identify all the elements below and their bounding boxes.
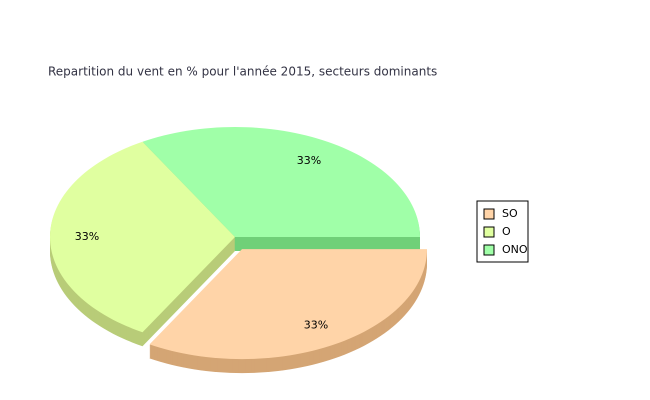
legend-swatch <box>483 244 495 256</box>
legend-swatch <box>483 226 495 238</box>
legend-swatch <box>483 208 495 220</box>
value-label: 33% <box>297 154 321 167</box>
legend-label: SO <box>502 207 518 220</box>
value-label: 33% <box>304 318 328 331</box>
legend-label: ONO <box>502 243 528 256</box>
slice <box>50 141 235 333</box>
value-label: 33% <box>75 230 99 243</box>
slice <box>149 249 427 360</box>
chart-title: Repartition du vent en % pour l'année 20… <box>48 65 437 79</box>
legend-label: O <box>502 225 511 238</box>
slice <box>142 127 420 237</box>
